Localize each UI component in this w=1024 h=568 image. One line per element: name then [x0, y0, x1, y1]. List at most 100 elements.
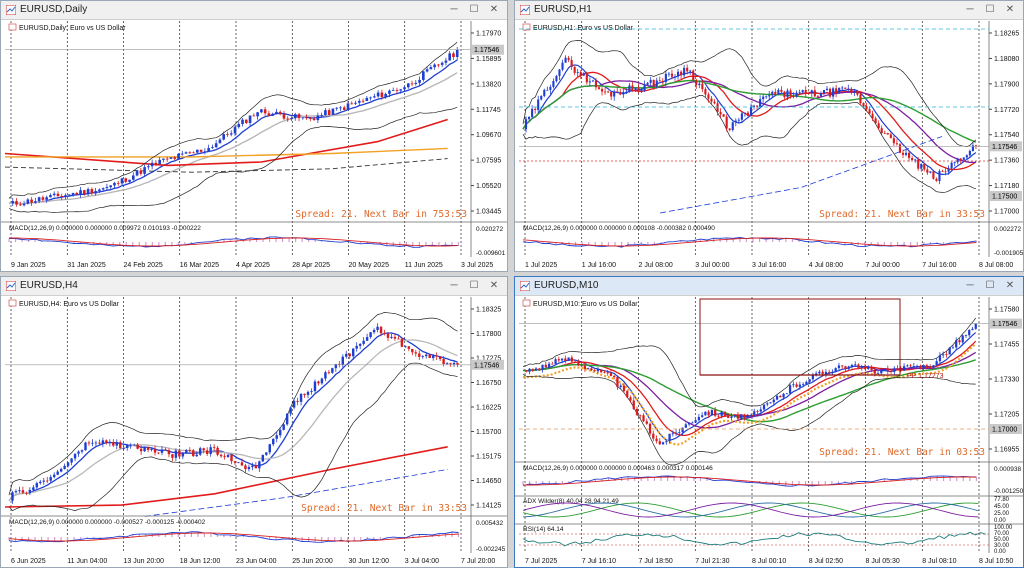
window-title: EURUSD,H4 [20, 280, 78, 291]
indicator-tick-label: 0.00 [994, 518, 1006, 524]
minimize-button[interactable]: ─ [966, 280, 974, 291]
candle-body [267, 113, 271, 116]
candle-body [105, 440, 108, 443]
candle-body [731, 122, 734, 130]
candle-body [435, 355, 438, 357]
minimize-button[interactable]: ─ [450, 280, 458, 291]
candle-body [604, 91, 607, 93]
candle-body [577, 361, 580, 366]
price-tick-label: 1.14125 [476, 503, 501, 510]
chart-window-h1[interactable]: EURUSD,H1 ─ ☐ ✕ 1 Jul 2025 1 Jul 16:00 2 J… [514, 0, 1024, 272]
date-tick-label: 4 Apr 2025 [236, 262, 270, 269]
candle-body [71, 193, 75, 195]
candle-body [524, 119, 528, 130]
candle-body [272, 438, 275, 445]
minimize-button[interactable]: ─ [450, 4, 458, 15]
candle-body [798, 384, 801, 387]
minimize-button[interactable]: ─ [966, 4, 974, 15]
candle-body [171, 454, 174, 458]
chart-label: EURUSD,Daily: Euro vs US Dollar [19, 25, 126, 32]
window-titlebar[interactable]: EURUSD,H1 ─ ☐ ✕ [515, 1, 1023, 20]
date-tick-label: 3 Jul 04:00 [405, 558, 439, 565]
chart-window-daily[interactable]: EURUSD,Daily ─ ☐ ✕ 9 Jan 2025 31 Jan 2025… [0, 0, 508, 272]
chart-window-m10[interactable]: EURUSD,M10 ─ ☐ ✕ 7 Jul 2025 7 Jul 16:10 7 … [514, 276, 1024, 568]
candle-body [701, 83, 704, 90]
candle-body [129, 444, 132, 446]
candle-body [610, 92, 613, 97]
chart-area[interactable]: 6 Jun 2025 11 Jun 04:00 13 Jun 20:00 18 Jun… [1, 277, 508, 568]
chart-area[interactable]: 9 Jan 2025 31 Jan 2025 24 Feb 2025 16 Mar 2… [1, 1, 508, 272]
chart-window-h4[interactable]: EURUSD,H4 ─ ☐ ✕ 6 Jun 2025 11 Jun 04:00 13… [0, 276, 508, 568]
window-titlebar[interactable]: EURUSD,Daily ─ ☐ ✕ [1, 1, 507, 20]
candle-body [438, 356, 442, 360]
candle-body [456, 362, 459, 365]
candle-body [929, 171, 932, 173]
candle-body [271, 113, 274, 116]
candle-body [795, 92, 798, 97]
chart-icon [6, 281, 16, 291]
candle-body [448, 53, 452, 61]
candle-body [673, 76, 677, 78]
candle-body [552, 80, 555, 87]
candle-body [525, 370, 528, 372]
symbol-icon [8, 23, 17, 31]
chart-icon [6, 5, 16, 15]
candle-body [261, 454, 265, 462]
candle-body [56, 193, 60, 197]
price-tick-label: 1.17720 [994, 107, 1019, 114]
candle-body [717, 415, 720, 417]
candle-body [600, 88, 604, 92]
candle-body [379, 326, 383, 334]
candle-body [821, 371, 824, 375]
chart-area[interactable]: 1 Jul 2025 1 Jul 16:00 2 Jul 08:00 3 Jul 00… [515, 1, 1024, 272]
candle-body [122, 448, 125, 449]
candle-body [743, 414, 746, 419]
maximize-button[interactable]: ☐ [985, 4, 995, 15]
candle-body [425, 69, 429, 72]
candle-body [212, 447, 216, 449]
date-tick-label: 1 Jul 2025 [525, 262, 557, 269]
chart-area[interactable]: 7 Jul 2025 7 Jul 16:10 7 Jul 18:50 7 Jul 21… [515, 277, 1024, 568]
candle-body [108, 441, 112, 443]
indicator-label: RSI(14) 64.14 [523, 526, 564, 533]
close-button[interactable]: ✕ [489, 4, 499, 15]
candle-body [942, 354, 945, 356]
indicator-label: ADX Wilder(8) 40.04 28.94 21.49 [523, 498, 619, 505]
candle-body [331, 108, 335, 115]
candle-body [143, 447, 146, 452]
date-tick-label: 11 Jun 2025 [405, 262, 443, 269]
candle-body [777, 89, 780, 95]
close-button[interactable]: ✕ [1005, 280, 1015, 291]
candle-body [309, 118, 312, 119]
bollinger-band [522, 40, 977, 148]
maximize-button[interactable]: ☐ [469, 4, 479, 15]
candle-body [901, 152, 905, 155]
candle-body [871, 113, 874, 119]
price-tick-label: 1.16955 [994, 447, 1019, 454]
candle-body [606, 372, 609, 374]
candle-body [199, 149, 203, 152]
candle-body [299, 393, 303, 402]
candle-body [455, 49, 459, 58]
candle-body [661, 442, 665, 445]
maximize-button[interactable]: ☐ [985, 280, 995, 291]
candle-body [35, 483, 39, 488]
candle-body [237, 123, 241, 128]
indicator-label: MACD(12,26,9) 0.000000 0.000000 0.000463… [523, 465, 713, 472]
close-button[interactable]: ✕ [489, 280, 499, 291]
window-titlebar[interactable]: EURUSD,M10 ─ ☐ ✕ [515, 277, 1023, 296]
close-button[interactable]: ✕ [1005, 4, 1015, 15]
candle-body [906, 365, 909, 367]
candle-body [655, 80, 658, 87]
candle-body [652, 433, 655, 439]
candle-body [765, 96, 768, 98]
candle-body [914, 159, 917, 161]
spread-info: Spread: 21. Next Bar in 33:53 [819, 209, 985, 220]
indicator-tick-label: -0.009601 [476, 250, 506, 257]
candle-body [678, 432, 681, 433]
maximize-button[interactable]: ☐ [469, 280, 479, 291]
candle-body [531, 368, 534, 371]
candle-body [737, 119, 740, 121]
window-titlebar[interactable]: EURUSD,H4 ─ ☐ ✕ [1, 277, 507, 296]
candle-body [844, 366, 847, 369]
